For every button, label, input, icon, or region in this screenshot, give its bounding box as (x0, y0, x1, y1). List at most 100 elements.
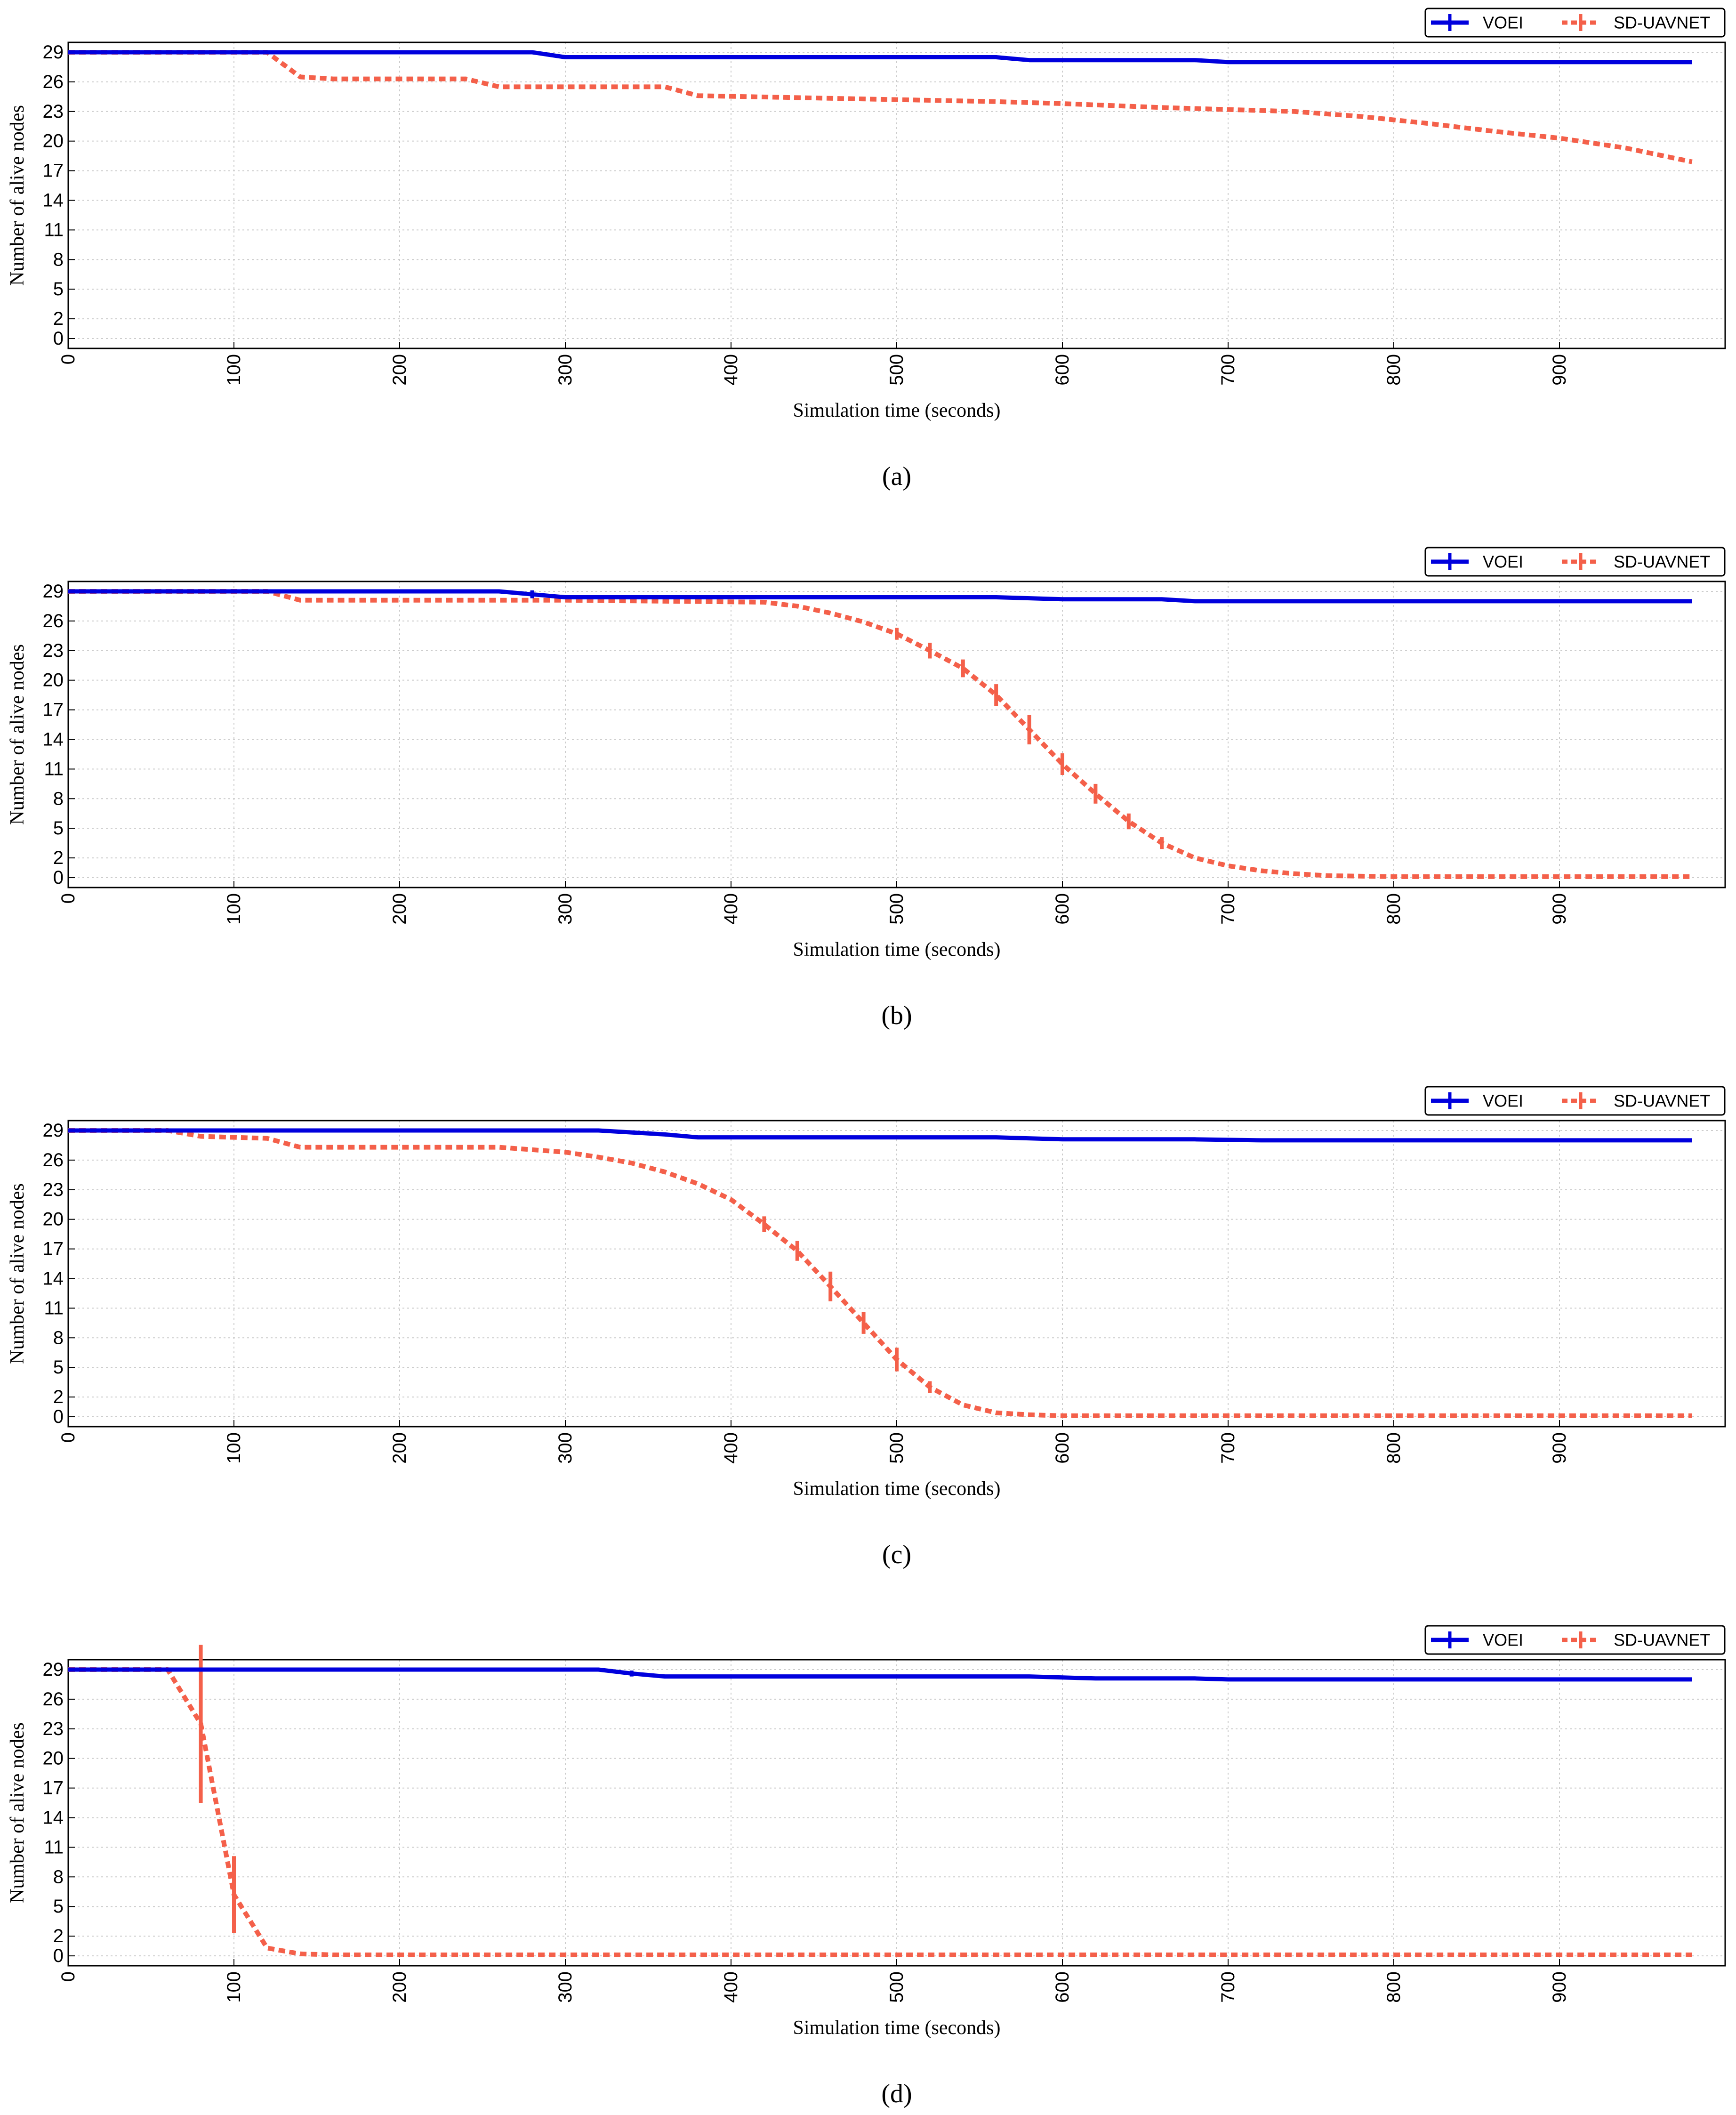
legend: VOEI SD-UAVNET (1424, 547, 1726, 577)
x-tick-label: 100 (224, 354, 244, 386)
x-tick-label: 600 (1052, 893, 1073, 925)
y-tick-label: 11 (44, 219, 64, 240)
x-axis-label: Simulation time (seconds) (793, 939, 1001, 961)
y-tick-label: 11 (44, 759, 64, 779)
x-tick-label: 100 (224, 1971, 244, 2003)
legend-sd-uavnet-label: SD-UAVNET (1614, 552, 1710, 572)
series-line-voei (68, 1667, 1692, 1682)
y-tick-label: 2 (53, 1926, 64, 1946)
legend-sd-uavnet-label: SD-UAVNET (1614, 13, 1710, 32)
x-tick-label: 300 (555, 893, 576, 925)
chart-panel-b: 0 100 200 300 400 500 600 700 800 900025811141720… (7, 547, 1726, 1030)
panel-caption: (c) (882, 1540, 911, 1569)
x-tick-label: 0 (58, 1971, 79, 1982)
legend: VOEI SD-UAVNET (1424, 1625, 1726, 1655)
y-tick-label: 14 (43, 1268, 64, 1289)
x-tick-label: 700 (1218, 354, 1238, 386)
chart-panel-a: 0 100 200 300 400 500 600 700 800 900025811141720… (7, 8, 1726, 491)
y-tick-label: 2 (53, 848, 64, 868)
x-tick-label: 900 (1549, 1971, 1570, 2003)
x-tick-label: 500 (886, 1971, 907, 2003)
y-tick-label: 5 (53, 1896, 64, 1917)
x-tick-label: 200 (389, 1432, 410, 1464)
x-tick-label: 600 (1052, 1432, 1073, 1464)
x-tick-label: 0 (58, 893, 79, 904)
series-line-voei (68, 589, 1692, 604)
y-tick-label: 2 (53, 308, 64, 329)
panel-caption: (a) (882, 462, 911, 491)
y-axis-label: Number of alive nodes (7, 105, 28, 286)
x-tick-label: 0 (58, 1432, 79, 1443)
y-tick-label: 0 (53, 328, 64, 349)
series-line-sd-uavnet (68, 50, 1693, 164)
y-tick-label: 17 (43, 700, 64, 720)
y-tick-label: 17 (43, 1239, 64, 1259)
y-tick-label: 29 (43, 581, 64, 602)
x-tick-label: 200 (389, 893, 410, 925)
chart-panel-c: 0 100 200 300 400 500 600 700 800 900025811141720… (7, 1086, 1726, 1569)
x-tick-label: 100 (224, 893, 244, 925)
y-tick-label: 26 (43, 611, 64, 631)
y-tick-label: 20 (43, 1209, 64, 1230)
legend-voei-label: VOEI (1483, 1091, 1523, 1111)
x-axis-label: Simulation time (seconds) (793, 1478, 1001, 1500)
x-tick-label: 700 (1218, 1432, 1238, 1464)
legend-sd-uavnet-label: SD-UAVNET (1614, 1091, 1710, 1111)
y-tick-label: 14 (43, 1807, 64, 1828)
x-tick-label: 600 (1052, 354, 1073, 386)
legend-voei-label: VOEI (1483, 552, 1523, 572)
y-tick-label: 17 (43, 161, 64, 181)
y-axis-label: Number of alive nodes (7, 1722, 28, 1903)
x-tick-label: 800 (1383, 1971, 1404, 2003)
x-tick-label: 300 (555, 1971, 576, 2003)
x-tick-label: 700 (1218, 893, 1238, 925)
x-tick-label: 400 (721, 1971, 741, 2003)
y-tick-label: 14 (43, 190, 64, 210)
x-tick-label: 300 (555, 354, 576, 386)
x-tick-label: 300 (555, 1432, 576, 1464)
y-tick-label: 14 (43, 729, 64, 750)
y-tick-label: 2 (53, 1387, 64, 1407)
y-tick-label: 0 (53, 1406, 64, 1427)
y-tick-label: 0 (53, 867, 64, 888)
x-tick-label: 700 (1218, 1971, 1238, 2003)
y-tick-label: 0 (53, 1945, 64, 1966)
x-tick-label: 900 (1549, 1432, 1570, 1464)
y-tick-label: 8 (53, 788, 64, 809)
y-axis-label: Number of alive nodes (7, 1183, 28, 1364)
y-tick-label: 17 (43, 1778, 64, 1799)
y-tick-label: 11 (44, 1837, 64, 1857)
y-tick-label: 11 (44, 1298, 64, 1318)
y-tick-label: 20 (43, 131, 64, 152)
x-tick-label: 500 (886, 1432, 907, 1464)
x-tick-label: 400 (721, 893, 741, 925)
y-tick-label: 20 (43, 1748, 64, 1769)
panel-caption: (b) (881, 1001, 912, 1030)
x-tick-label: 400 (721, 1432, 741, 1464)
y-tick-label: 23 (43, 640, 64, 661)
series-line-voei (68, 50, 1692, 65)
y-tick-label: 23 (43, 1719, 64, 1739)
y-tick-label: 26 (43, 1150, 64, 1171)
y-tick-label: 20 (43, 670, 64, 691)
y-tick-label: 26 (43, 1689, 64, 1710)
x-tick-label: 0 (58, 354, 79, 364)
series-line-sd-uavnet (68, 1667, 1692, 1957)
x-tick-label: 200 (389, 1971, 410, 2003)
x-axis-label: Simulation time (seconds) (793, 2017, 1001, 2039)
x-tick-label: 800 (1383, 893, 1404, 925)
x-tick-label: 400 (721, 354, 741, 386)
x-tick-label: 900 (1549, 354, 1570, 386)
legend-sd-uavnet-label: SD-UAVNET (1614, 1631, 1710, 1650)
y-tick-label: 23 (43, 1179, 64, 1200)
y-axis-label: Number of alive nodes (7, 644, 28, 825)
y-tick-label: 5 (53, 818, 64, 839)
y-tick-label: 29 (43, 1659, 64, 1680)
y-tick-label: 8 (53, 1327, 64, 1348)
legend-voei-label: VOEI (1483, 13, 1523, 32)
y-tick-label: 5 (53, 279, 64, 299)
chart-panel-d: 0 100 200 300 400 500 600 700 800 900025811141720… (7, 1625, 1726, 2108)
series-line-sd-uavnet (68, 589, 1692, 879)
y-tick-label: 5 (53, 1357, 64, 1378)
